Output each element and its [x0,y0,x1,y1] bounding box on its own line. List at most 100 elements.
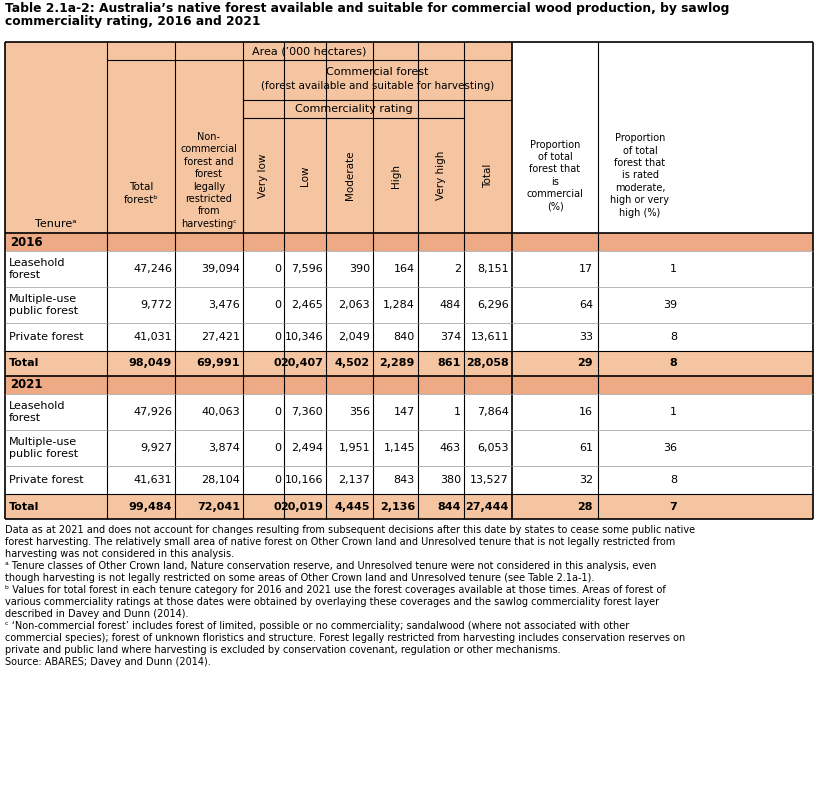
Text: 0: 0 [273,358,281,368]
Text: 16: 16 [579,407,593,417]
Bar [512,394,813,430]
Text: Private forest: Private forest [9,332,83,342]
Text: 0: 0 [273,501,281,512]
Text: Leasehold
forest: Leasehold forest [9,257,65,280]
Text: 1,951: 1,951 [339,443,370,453]
Text: 10,346: 10,346 [285,332,323,342]
Text: 33: 33 [579,332,593,342]
Text: 61: 61 [579,443,593,453]
Text: Area (’000 hectares): Area (’000 hectares) [252,46,366,56]
Text: 47,246: 47,246 [133,264,172,274]
Text: 0: 0 [274,475,281,485]
Bar [512,287,813,323]
Text: 2,465: 2,465 [291,300,323,310]
Text: 0: 0 [274,407,281,417]
Text: 64: 64 [579,300,593,310]
Text: (forest available and suitable for harvesting): (forest available and suitable for harve… [261,81,494,91]
Text: harvesting was not considered in this analysis.: harvesting was not considered in this an… [5,549,234,559]
Text: Commerciality rating: Commerciality rating [294,104,412,114]
Text: Total: Total [9,358,39,368]
Text: 2021: 2021 [10,379,43,391]
Text: 13,611: 13,611 [470,332,509,342]
Text: Total: Total [9,501,39,512]
Text: Moderate: Moderate [344,151,354,200]
Text: 1,284: 1,284 [383,300,415,310]
Bar [512,430,813,466]
Text: 13,527: 13,527 [470,475,509,485]
Text: forest harvesting. The relatively small area of native forest on Other Crown lan: forest harvesting. The relatively small … [5,537,675,547]
Text: 8: 8 [670,475,677,485]
Bar [5,376,813,394]
Bar [512,42,813,519]
Bar [512,251,813,287]
Text: 4,502: 4,502 [335,358,370,368]
Text: Low: Low [300,165,310,186]
Text: 1: 1 [670,264,677,274]
Bar [5,42,512,519]
Text: 843: 843 [393,475,415,485]
Bar [5,466,512,494]
Text: Proportion
of total
forest that
is
commercial
(%): Proportion of total forest that is comme… [527,140,583,212]
Text: 484: 484 [439,300,461,310]
Bar [5,251,512,287]
Text: Multiple-use
public forest: Multiple-use public forest [9,294,79,316]
Text: 3,476: 3,476 [209,300,240,310]
Text: 0: 0 [274,264,281,274]
Text: 0: 0 [274,300,281,310]
Text: 8: 8 [670,332,677,342]
Text: Proportion
of total
forest that
is rated
moderate,
high or very
high (%): Proportion of total forest that is rated… [610,133,669,217]
Text: ᵇ Values for total forest in each tenure category for 2016 and 2021 use the fore: ᵇ Values for total forest in each tenure… [5,585,666,595]
Text: 6,296: 6,296 [477,300,509,310]
Text: ᶜ ‘Non-commercial forest’ includes forest of limited, possible or no commerciali: ᶜ ‘Non-commercial forest’ includes fores… [5,621,629,631]
Text: Commercial forest: Commercial forest [326,67,429,77]
Bar [5,287,512,323]
Text: 4,445: 4,445 [335,501,370,512]
Text: 41,631: 41,631 [133,475,172,485]
Text: 2,289: 2,289 [380,358,415,368]
Text: Private forest: Private forest [9,475,83,485]
Text: 20,407: 20,407 [280,358,323,368]
Text: 463: 463 [440,443,461,453]
Text: 39,094: 39,094 [201,264,240,274]
Text: 3,874: 3,874 [208,443,240,453]
Text: 28: 28 [578,501,593,512]
Text: though harvesting is not legally restricted on some areas of Other Crown land an: though harvesting is not legally restric… [5,573,595,583]
Text: 2,136: 2,136 [380,501,415,512]
Text: 69,991: 69,991 [196,358,240,368]
Text: 9,772: 9,772 [140,300,172,310]
Text: 844: 844 [438,501,461,512]
Text: 40,063: 40,063 [201,407,240,417]
Text: 2016: 2016 [10,236,43,249]
Text: private and public land where harvesting is excluded by conservation covenant, r: private and public land where harvesting… [5,645,560,655]
Text: 7,864: 7,864 [477,407,509,417]
Text: 2: 2 [454,264,461,274]
Text: 2,137: 2,137 [339,475,370,485]
Text: 8,151: 8,151 [478,264,509,274]
Bar [512,351,813,376]
Text: 6,053: 6,053 [478,443,509,453]
Bar [512,494,813,519]
Text: High: High [390,164,401,188]
Text: Total: Total [483,164,493,188]
Text: 0: 0 [274,443,281,453]
Text: 2,063: 2,063 [339,300,370,310]
Text: 380: 380 [440,475,461,485]
Text: 99,484: 99,484 [128,501,172,512]
Text: 98,049: 98,049 [128,358,172,368]
Text: ᵃ Tenure classes of Other Crown land, Nature conservation reserve, and Unresolve: ᵃ Tenure classes of Other Crown land, Na… [5,561,656,571]
Text: 72,041: 72,041 [197,501,240,512]
Text: Table 2.1a-2: Australia’s native forest available and suitable for commercial wo: Table 2.1a-2: Australia’s native forest … [5,2,730,15]
Text: Total
forestᵇ: Total forestᵇ [124,182,159,205]
Text: 39: 39 [663,300,677,310]
Text: 36: 36 [663,443,677,453]
Text: 10,166: 10,166 [285,475,323,485]
Text: 2,049: 2,049 [338,332,370,342]
Bar [5,233,813,251]
Text: 1,145: 1,145 [384,443,415,453]
Bar [5,430,512,466]
Text: 20,019: 20,019 [280,501,323,512]
Text: commercial species); forest of unknown floristics and structure. Forest legally : commercial species); forest of unknown f… [5,633,685,643]
Text: Very low: Very low [258,153,268,197]
Text: 1: 1 [454,407,461,417]
Text: Leasehold
forest: Leasehold forest [9,401,65,423]
